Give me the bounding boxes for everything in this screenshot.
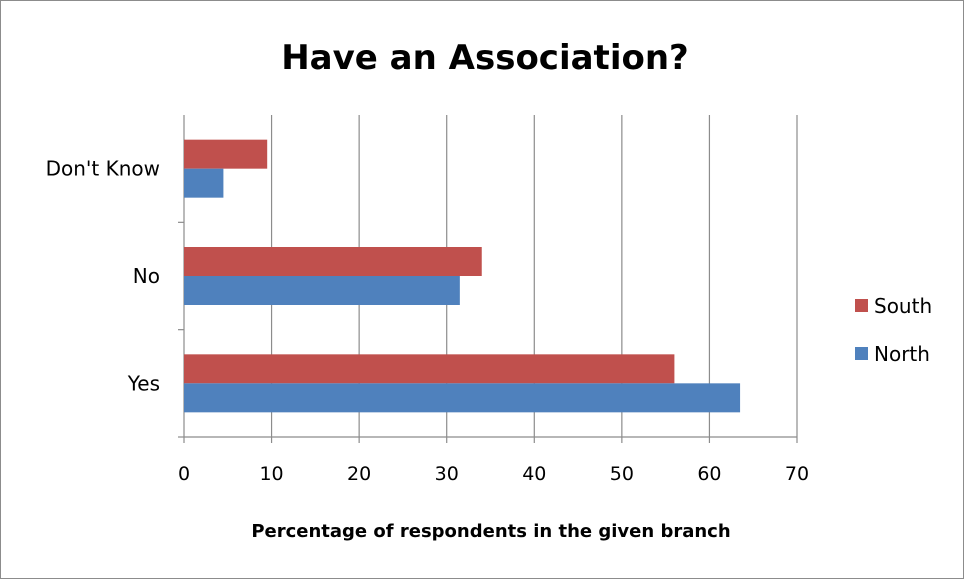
legend-swatch-north xyxy=(855,347,868,360)
x-tick-label: 40 xyxy=(522,463,546,485)
category-label: Don't Know xyxy=(46,157,160,181)
bar-south-don-t-know xyxy=(184,139,268,169)
bar-north-no xyxy=(184,276,460,305)
x-axis-title: Percentage of respondents in the given b… xyxy=(251,521,730,542)
bar-north-don-t-know xyxy=(184,168,224,198)
legend: South North xyxy=(855,294,932,366)
legend-swatch-south xyxy=(855,299,868,312)
legend-label-south: South xyxy=(874,294,932,318)
category-label: Yes xyxy=(127,371,160,395)
x-tick-label: 20 xyxy=(347,463,371,485)
x-tick-label: 50 xyxy=(610,463,634,485)
bars xyxy=(184,139,741,413)
category-label: No xyxy=(133,264,160,288)
legend-label-north: North xyxy=(874,342,930,366)
x-tick-label: 60 xyxy=(697,463,721,485)
bar-south-yes xyxy=(184,354,675,384)
x-tick-label: 70 xyxy=(785,463,809,485)
x-tick-labels: 0 10 20 30 40 50 60 70 xyxy=(178,463,809,485)
chart-title: Have an Association? xyxy=(281,38,689,78)
bar-south-no xyxy=(184,247,482,276)
x-tick-label: 10 xyxy=(259,463,283,485)
category-labels: Yes No Don't Know xyxy=(46,157,160,396)
x-tick-label: 30 xyxy=(435,463,459,485)
x-tick-label: 0 xyxy=(178,463,190,485)
bar-north-yes xyxy=(184,383,741,413)
